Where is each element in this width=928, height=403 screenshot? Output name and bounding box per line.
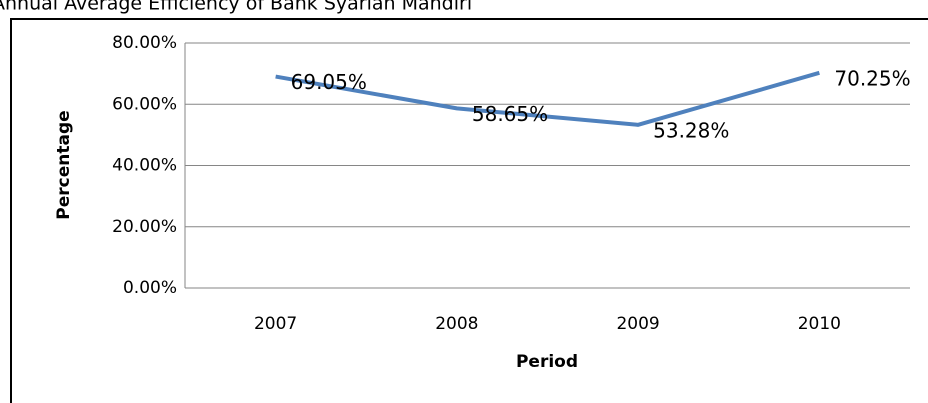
x-axis-title: Period [516, 352, 578, 372]
y-tick-label: 0.00% [123, 278, 177, 298]
data-label: 70.25% [834, 66, 910, 90]
chart-frame [10, 18, 928, 403]
data-label: 69.05% [291, 70, 367, 94]
data-line [275, 70, 820, 127]
data-label: 58.65% [472, 102, 548, 126]
y-axis-title: Percentage [54, 110, 74, 219]
y-tick-label: 20.00% [112, 217, 177, 237]
data-label: 53.28% [653, 118, 729, 142]
x-tick-label: 2010 [798, 314, 841, 334]
x-tick-label: 2007 [254, 314, 297, 334]
chart-title: Annual Average Efficiency of Bank Syaria… [0, 0, 472, 15]
y-tick-label: 40.00% [112, 156, 177, 176]
x-tick-label: 2008 [435, 314, 478, 334]
x-tick-label: 2009 [616, 314, 659, 334]
y-tick-label: 60.00% [112, 94, 177, 114]
y-tick-label: 80.00% [112, 33, 177, 53]
